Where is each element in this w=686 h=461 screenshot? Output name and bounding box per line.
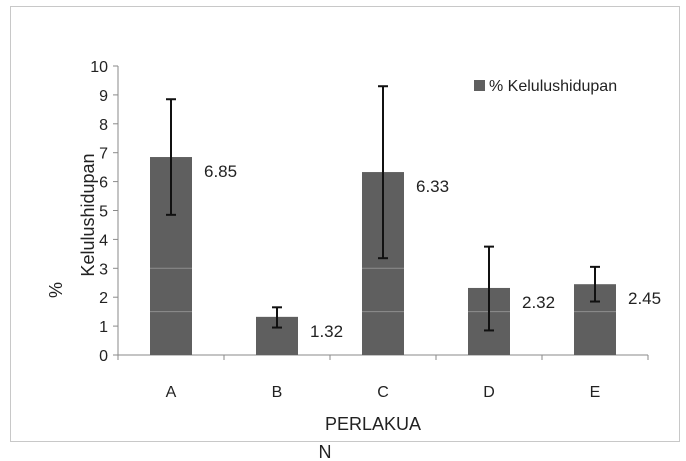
data-labels: 6.85 1.32 6.33 2.32 2.45 — [204, 162, 661, 341]
y-tick-label: 9 — [99, 88, 108, 105]
x-tick-label: D — [483, 384, 495, 401]
y-tick-label: 1 — [99, 319, 108, 336]
tick-labels: 0 1 2 3 4 5 6 7 8 9 10 A B C D E — [90, 59, 600, 401]
x-axis-title-wrap: N — [319, 442, 332, 461]
y-tick-label: 3 — [99, 261, 108, 278]
legend-swatch — [474, 80, 485, 91]
y-axis-title-percent: % — [46, 282, 66, 298]
y-tick-label: 8 — [99, 117, 108, 134]
y-axis-title-label: Kelulushidupan — [78, 153, 98, 276]
x-tick-label: A — [166, 384, 177, 401]
y-tick-label: 10 — [90, 59, 108, 76]
y-tick-label: 2 — [99, 290, 108, 307]
y-tick-label: 4 — [99, 232, 108, 249]
data-label: 1.32 — [310, 322, 343, 341]
x-tick-label: E — [590, 384, 601, 401]
x-tick-label: B — [272, 384, 283, 401]
y-tick-label: 0 — [99, 348, 108, 365]
data-label: 6.33 — [416, 177, 449, 196]
y-tick-label: 7 — [99, 146, 108, 163]
legend-label: % Kelulushidupan — [489, 78, 617, 95]
data-label: 6.85 — [204, 162, 237, 181]
data-label: 2.45 — [628, 289, 661, 308]
y-tick-label: 6 — [99, 175, 108, 192]
data-label: 2.32 — [522, 293, 555, 312]
x-axis-title: PERLAKUA — [325, 414, 421, 434]
chart-frame — [10, 6, 680, 442]
error-bars — [166, 85, 600, 332]
x-tick-label: C — [377, 384, 389, 401]
y-tick-label: 5 — [99, 204, 108, 221]
